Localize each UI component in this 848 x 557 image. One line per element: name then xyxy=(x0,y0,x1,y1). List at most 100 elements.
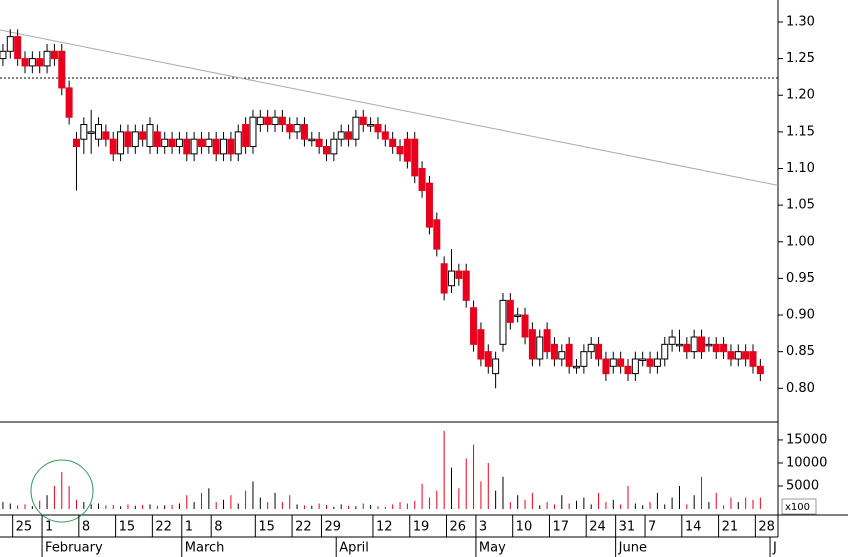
candle-body xyxy=(418,168,426,191)
volume-tick-label: 5000 xyxy=(786,478,819,493)
candle-body xyxy=(646,358,654,367)
candle-body xyxy=(565,343,573,367)
candle-body xyxy=(278,116,286,126)
candle-body xyxy=(403,138,411,162)
y-tick-label: 1.10 xyxy=(786,161,815,176)
y-tick-label: 1.20 xyxy=(786,88,815,103)
unit-box xyxy=(781,498,817,515)
x-tick-label: 8 xyxy=(214,520,222,535)
month-label: May xyxy=(479,541,506,556)
candle-body xyxy=(756,365,764,375)
x-tick-label: 15 xyxy=(119,520,136,535)
candle-body xyxy=(286,124,294,133)
x-tick-label: 3 xyxy=(479,520,487,535)
y-tick-label: 0.90 xyxy=(786,308,815,323)
x-tick-label: 19 xyxy=(413,520,430,535)
candle-body xyxy=(698,336,706,353)
candle-body xyxy=(183,138,191,155)
candle-body xyxy=(139,131,147,140)
candle-body xyxy=(109,138,117,155)
candle-body xyxy=(506,299,514,323)
candle-body xyxy=(543,329,551,353)
candle-body xyxy=(146,124,154,148)
candle-body xyxy=(396,146,404,155)
month-label: February xyxy=(45,541,103,556)
candle-body xyxy=(389,138,397,148)
candle-body xyxy=(14,36,22,60)
candle-body xyxy=(330,138,338,155)
candle-body xyxy=(528,329,536,360)
candle-body xyxy=(433,219,441,250)
volume-unit: x100 xyxy=(785,502,810,513)
candle-body xyxy=(484,351,492,367)
candle-body xyxy=(300,124,308,140)
candle-body xyxy=(550,343,558,360)
candle-body xyxy=(462,270,470,301)
candle-body xyxy=(124,131,132,148)
candle-body xyxy=(492,358,500,375)
candle-body xyxy=(205,138,213,148)
candle-body xyxy=(50,50,58,60)
trendline xyxy=(0,29,779,186)
x-tick-label: 7 xyxy=(648,520,656,535)
x-tick-label: 10 xyxy=(516,520,533,535)
candle-body xyxy=(271,116,279,126)
candle-body xyxy=(315,138,323,148)
candle-body xyxy=(381,131,389,140)
candle-body xyxy=(668,336,676,345)
candle-body xyxy=(36,58,44,67)
y-tick-label: 1.15 xyxy=(786,124,815,139)
x-tick-label: 17 xyxy=(552,520,569,535)
candle-body xyxy=(639,358,647,361)
candle-body xyxy=(440,263,448,294)
candle-body xyxy=(264,116,272,126)
candle-body xyxy=(161,138,169,148)
x-tick-label: 31 xyxy=(619,520,636,535)
candle-body xyxy=(602,358,610,375)
candle-body xyxy=(448,270,456,287)
candle-body xyxy=(536,336,544,360)
y-tick-label: 1.00 xyxy=(786,234,815,249)
candle-body xyxy=(425,182,433,228)
candle-body xyxy=(197,138,205,148)
candle-body xyxy=(6,36,14,52)
candle-body xyxy=(683,343,691,353)
candle-body xyxy=(308,138,316,142)
y-tick-label: 1.30 xyxy=(786,14,815,29)
y-tick-label: 1.25 xyxy=(786,51,815,66)
x-tick-label: 12 xyxy=(376,520,393,535)
y-tick-label: 0.80 xyxy=(786,381,815,396)
candle-body xyxy=(337,131,345,140)
candle-body xyxy=(609,358,617,367)
candle-body xyxy=(514,314,522,318)
x-tick-label: 1 xyxy=(45,520,53,535)
candle-body xyxy=(558,351,566,360)
candle-body xyxy=(705,343,713,347)
candle-body xyxy=(521,314,529,338)
y-tick-label: 0.85 xyxy=(786,344,815,359)
candle-body xyxy=(661,343,669,360)
candle-body xyxy=(595,343,603,360)
candle-body xyxy=(234,131,242,155)
candle-body xyxy=(411,138,419,177)
volume-tick-label: 15000 xyxy=(786,432,827,447)
x-tick-label: 15 xyxy=(258,520,275,535)
x-tick-label: 8 xyxy=(82,520,90,535)
x-tick-label: 14 xyxy=(685,520,702,535)
candle-body xyxy=(43,50,51,67)
y-tick-label: 0.95 xyxy=(786,271,815,286)
candle-body xyxy=(712,343,720,353)
candle-body xyxy=(153,131,161,148)
candle-body xyxy=(220,138,228,155)
candle-body xyxy=(617,358,625,367)
candle-body xyxy=(249,116,257,148)
candle-body xyxy=(87,131,95,134)
x-tick-label: 24 xyxy=(589,520,606,535)
candle-body xyxy=(727,351,735,360)
candle-body xyxy=(80,124,88,140)
candle-body xyxy=(190,138,198,155)
volume-tick-label: 10000 xyxy=(786,455,827,470)
candle-body xyxy=(322,146,330,155)
